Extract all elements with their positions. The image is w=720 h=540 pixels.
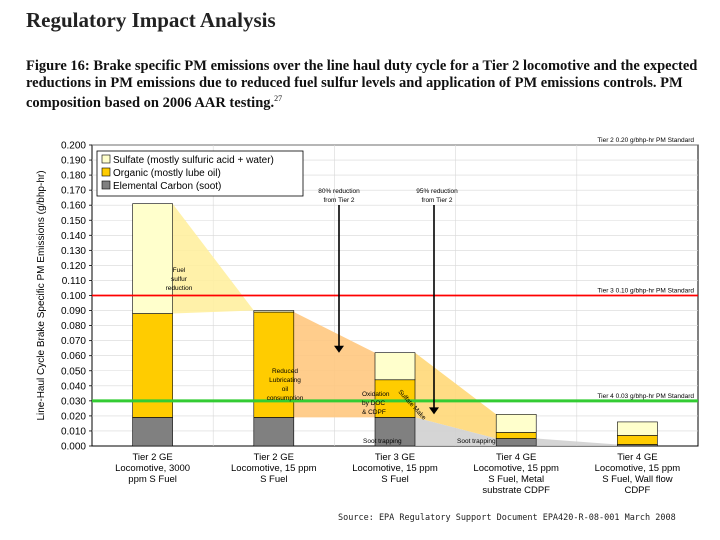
- oxidation-wedge: [415, 352, 497, 439]
- figure-caption-text: Figure 16: Brake specific PM emissions o…: [26, 58, 698, 111]
- bar-sulfate-2: [374, 352, 416, 381]
- bar-sulfate-4: [617, 421, 658, 436]
- annotation-oxidation: & CDPF: [362, 409, 386, 416]
- legend-swatch-1: [101, 167, 111, 177]
- annotation-fuel-sulfur: Fuel: [173, 267, 186, 274]
- chart-axes: 0.000 0.010 0.020 0.030 0.040 0.050 0.060 0.070…: [36, 141, 680, 497]
- bar-sulfate-3: [495, 414, 537, 433]
- x-tick-label-4: CDPF: [624, 485, 650, 496]
- legend-swatch-2: [101, 180, 111, 190]
- x-tick-label-3: Locomotive, 15 ppm: [473, 463, 559, 474]
- annotation-reduced-lube: Lubricating: [269, 377, 301, 384]
- reduction-wedges: [172, 203, 618, 446]
- annotation-fuel-sulfur: sulfur: [171, 276, 188, 283]
- x-tick-label-1: Locomotive, 15 ppm: [231, 463, 317, 474]
- annotation-80-reduction: from Tier 2: [323, 197, 354, 204]
- x-tick-label-2: S Fuel: [381, 474, 408, 485]
- x-tick-label-0: Tier 2 GE: [132, 452, 172, 463]
- legend-label-1: Organic (mostly lube oil): [113, 168, 221, 179]
- legend-box: [96, 150, 304, 197]
- y-tick-label: 0.120: [61, 261, 86, 272]
- legend-label-2: Elemental Carbon (soot): [113, 181, 221, 192]
- annotation-reduced-lube: consumption: [267, 395, 304, 402]
- annotation-reduced-lube: Reduced: [272, 368, 298, 375]
- y-tick-label: 0.000: [61, 442, 86, 453]
- legend-swatch-0: [101, 154, 111, 164]
- standard-lines: Tier 2 0.20 g/bhp-hr PM Standard Tier 3 0…: [92, 137, 698, 403]
- y-tick-label: 0.170: [61, 186, 86, 197]
- annotation-reduced-lube: oil: [282, 386, 289, 393]
- standard-label-2: Tier 4 0.03 g/bhp-hr PM Standard: [597, 393, 694, 400]
- bar-organic-2: [374, 379, 416, 418]
- chart-legend: Sulfate (mostly sulfuric acid + water) Or…: [96, 150, 304, 197]
- y-tick-label: 0.100: [61, 291, 86, 302]
- y-tick-label: 0.160: [61, 201, 86, 212]
- figure-caption: Figure 16: Brake specific PM emissions o…: [26, 58, 706, 111]
- y-tick-label: 0.030: [61, 396, 86, 407]
- arrow-95-head: [429, 407, 439, 415]
- arrow-80-head: [334, 345, 344, 353]
- source-note: Source: EPA Regulatory Support Document …: [338, 513, 676, 523]
- bar-soot-0: [132, 417, 173, 447]
- x-tick-label-1: S Fuel: [260, 474, 287, 485]
- legend-label-0: Sulfate (mostly sulfuric acid + water): [113, 155, 274, 166]
- fuel-sulfur-wedge: [172, 203, 254, 314]
- annotation-soot-trapping-1: Soot trapping: [363, 438, 402, 445]
- y-tick-label: 0.020: [61, 411, 86, 422]
- annotation-soot-trapping-2: Soot trapping: [457, 438, 496, 445]
- x-tick-label-0: ppm S Fuel: [128, 474, 177, 485]
- y-tick-label: 0.070: [61, 336, 86, 347]
- bar-sulfate-0: [132, 203, 173, 314]
- standard-label-1: Tier 3 0.10 g/bhp-hr PM Standard: [597, 288, 694, 295]
- x-tick-label-2: Locomotive, 15 ppm: [352, 463, 438, 474]
- x-tick-label-1: Tier 2 GE: [254, 452, 294, 463]
- annotation-80-reduction: 80% reduction: [318, 188, 360, 195]
- x-tick-label-3: Tier 4 GE: [496, 452, 536, 463]
- y-tick-label: 0.060: [61, 351, 86, 362]
- x-tick-label-2: Tier 3 GE: [375, 452, 415, 463]
- annotation-95-reduction: 95% reduction: [416, 188, 458, 195]
- x-tick-label-4: Tier 4 GE: [617, 452, 657, 463]
- y-tick-label: 0.180: [61, 171, 86, 182]
- x-tick-label-4: Locomotive, 15 ppm: [595, 463, 681, 474]
- y-tick-label: 0.140: [61, 231, 86, 242]
- x-tick-label-3: S Fuel, Metal: [488, 474, 544, 485]
- bar-soot-1: [253, 417, 295, 447]
- soot-wedge-2: [536, 438, 618, 446]
- x-tick-label-0: Locomotive, 3000: [115, 463, 190, 474]
- y-tick-label: 0.200: [61, 141, 86, 152]
- bar-sulfate-1: [253, 310, 295, 313]
- x-tick-label-3: substrate CDPF: [482, 485, 550, 496]
- y-tick-label: 0.010: [61, 426, 86, 437]
- bar-organic-4: [617, 435, 658, 445]
- y-tick-label: 0.040: [61, 381, 86, 392]
- y-axis-label: Line-Haul Cycle Brake Specific PM Emissi…: [36, 170, 47, 420]
- page-header-title: Regulatory Impact Analysis: [26, 8, 276, 32]
- x-tick-label-4: S Fuel, Wall flow: [602, 474, 673, 485]
- footnote-ref: 27: [274, 94, 283, 103]
- y-tick-label: 0.080: [61, 321, 86, 332]
- annotation-oxidation: Oxidation: [362, 391, 390, 398]
- bar-soot-2: [374, 417, 416, 447]
- lube-oil-wedge: [293, 312, 375, 418]
- annotation-95-reduction: from Tier 2: [421, 197, 452, 204]
- y-tick-label: 0.190: [61, 156, 86, 167]
- y-tick-label: 0.150: [61, 216, 86, 227]
- y-tick-label: 0.130: [61, 246, 86, 257]
- annotation-fuel-sulfur: reduction: [166, 285, 193, 292]
- soot-wedge: [415, 417, 497, 446]
- y-tick-label: 0.090: [61, 306, 86, 317]
- annotation-oxidation: by DOC: [362, 400, 385, 407]
- bar-soot-3: [495, 438, 537, 447]
- y-tick-label: 0.050: [61, 366, 86, 377]
- standard-label-0: Tier 2 0.20 g/bhp-hr PM Standard: [597, 137, 694, 144]
- bar-organic-3: [495, 432, 537, 439]
- y-tick-label: 0.110: [62, 276, 87, 287]
